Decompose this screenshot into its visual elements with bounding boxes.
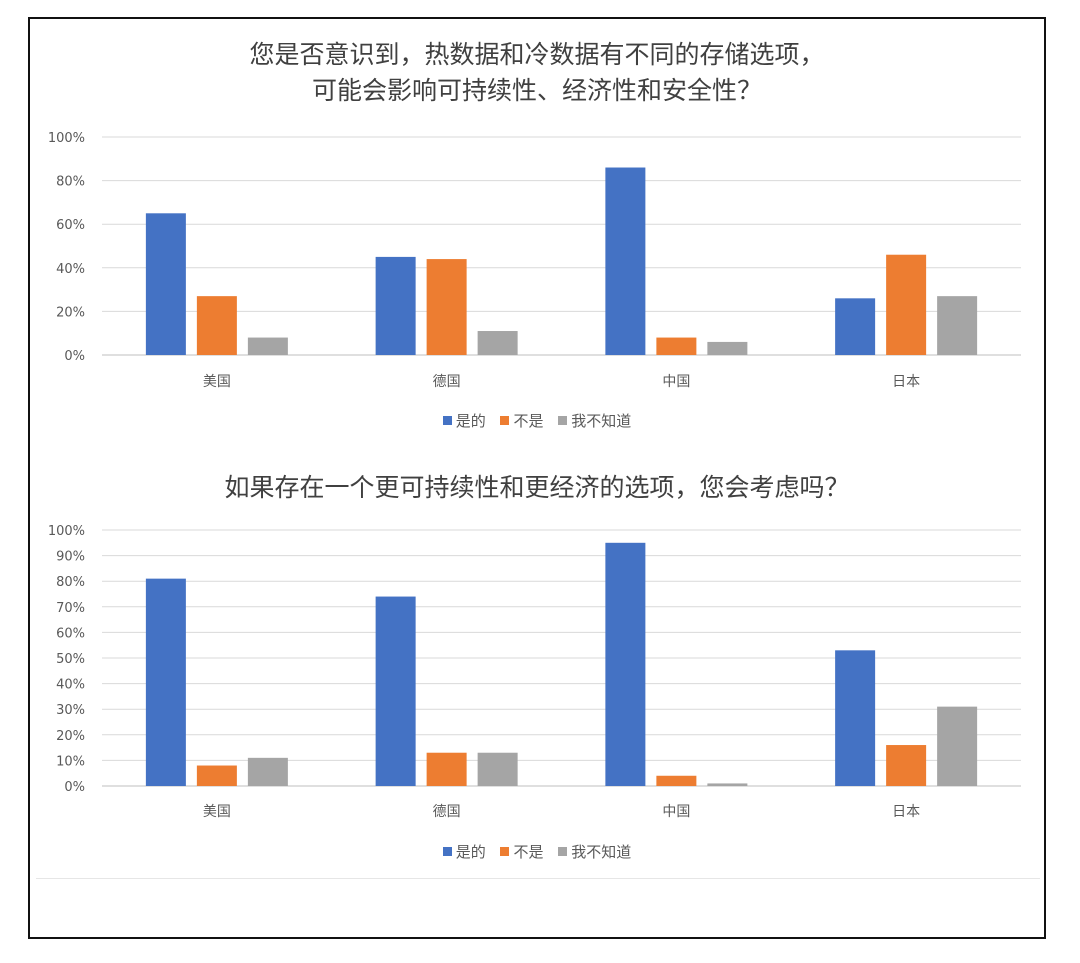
y-tick-label: 30% <box>56 703 85 718</box>
legend-swatch-yes <box>442 847 452 856</box>
legend-item-unknown: 我不知道 <box>558 841 631 862</box>
bar-no <box>656 337 697 355</box>
legend-swatch-yes <box>442 416 452 425</box>
category-label: 美国 <box>203 804 231 820</box>
bottom-divider <box>36 878 1040 879</box>
bar-unknown <box>937 296 978 355</box>
chart-title: 如果存在一个更可持续性和更经济的选项，您会考虑吗？ <box>30 470 1044 506</box>
chart-title-line-1: 您是否意识到，热数据和冷数据有不同的存储选项， <box>249 40 825 69</box>
bar-plot: 0% 10% 20% 30% 40% 50% 60% 70% 80% 90% 100% 美国 德国 中国 日… <box>48 524 1021 820</box>
y-tick-label: 40% <box>56 678 85 693</box>
legend-swatch-no <box>500 416 510 425</box>
category-label: 中国 <box>662 804 690 820</box>
bar-yes <box>605 167 646 355</box>
y-tick-label: 10% <box>56 754 85 769</box>
category-label: 中国 <box>662 374 690 390</box>
chart-awareness: 您是否意识到，热数据和冷数据有不同的存储选项， 可能会影响可持续性、经济性和安全… <box>30 0 1044 440</box>
bar-no <box>656 775 697 786</box>
legend-label-yes: 是的 <box>455 412 486 430</box>
y-tick-label: 80% <box>56 575 85 590</box>
y-tick-label: 60% <box>56 626 85 641</box>
legend-swatch-unknown <box>558 416 568 425</box>
bar-unknown <box>707 341 748 355</box>
bar-yes <box>605 542 646 786</box>
legend-label-no: 不是 <box>513 843 544 861</box>
legend-label-unknown: 我不知道 <box>571 412 632 430</box>
legend-item-no: 不是 <box>500 410 544 431</box>
legend-item-no: 不是 <box>500 841 544 862</box>
y-tick-label: 90% <box>56 550 85 565</box>
bar-yes <box>375 256 416 355</box>
bar-unknown <box>247 337 288 355</box>
bar-yes <box>145 213 186 355</box>
y-tick-label: 20% <box>56 305 85 320</box>
bar-yes <box>835 298 876 355</box>
bar-no <box>886 254 927 355</box>
legend-swatch-unknown <box>558 847 568 856</box>
chart-title-line-2: 可能会影响可持续性、经济性和安全性？ <box>311 76 762 105</box>
legend-swatch-no <box>500 847 510 856</box>
chart-legend: 是的 不是 我不知道 <box>30 841 1044 862</box>
y-tick-label: 80% <box>56 175 85 190</box>
bar-yes <box>375 596 416 786</box>
bar-no <box>196 765 237 786</box>
y-tick-label: 70% <box>56 601 85 616</box>
legend-label-unknown: 我不知道 <box>571 843 632 861</box>
bar-no <box>426 259 467 355</box>
y-tick-label: 0% <box>64 349 85 364</box>
category-label: 德国 <box>433 374 461 390</box>
legend-item-yes: 是的 <box>442 841 486 862</box>
chart-consideration: 如果存在一个更可持续性和更经济的选项，您会考虑吗？ 0% 10% 20% 30% 40%… <box>30 0 1044 880</box>
chart-title: 您是否意识到，热数据和冷数据有不同的存储选项， 可能会影响可持续性、经济性和安全… <box>30 37 1044 109</box>
chart-legend: 是的 不是 我不知道 <box>30 410 1044 431</box>
y-tick-label: 20% <box>56 729 85 744</box>
category-label: 德国 <box>433 804 461 820</box>
bar-unknown <box>937 706 978 786</box>
bar-no <box>886 745 927 786</box>
legend-item-unknown: 我不知道 <box>558 410 631 431</box>
category-label: 日本 <box>892 804 920 820</box>
bar-unknown <box>247 757 288 786</box>
bar-plot: 0% 20% 40% 60% 80% 100% 美国 德国 中国 日本 <box>48 131 1021 390</box>
bar-no <box>426 752 467 786</box>
bar-unknown <box>477 752 518 786</box>
bar-yes <box>835 650 876 786</box>
y-tick-label: 100% <box>48 131 85 146</box>
legend-item-yes: 是的 <box>442 410 486 431</box>
y-tick-label: 40% <box>56 262 85 277</box>
bar-no <box>196 296 237 355</box>
y-tick-label: 60% <box>56 218 85 233</box>
y-tick-label: 50% <box>56 652 85 667</box>
legend-label-no: 不是 <box>513 412 544 430</box>
bar-unknown <box>707 783 748 786</box>
category-label: 美国 <box>203 374 231 390</box>
bar-yes <box>145 578 186 786</box>
legend-label-yes: 是的 <box>455 843 486 861</box>
y-tick-label: 100% <box>48 524 85 539</box>
chart-title-line-1: 如果存在一个更可持续性和更经济的选项，您会考虑吗？ <box>224 473 850 502</box>
y-tick-label: 0% <box>64 780 85 795</box>
bar-unknown <box>477 331 518 355</box>
category-label: 日本 <box>892 374 920 390</box>
